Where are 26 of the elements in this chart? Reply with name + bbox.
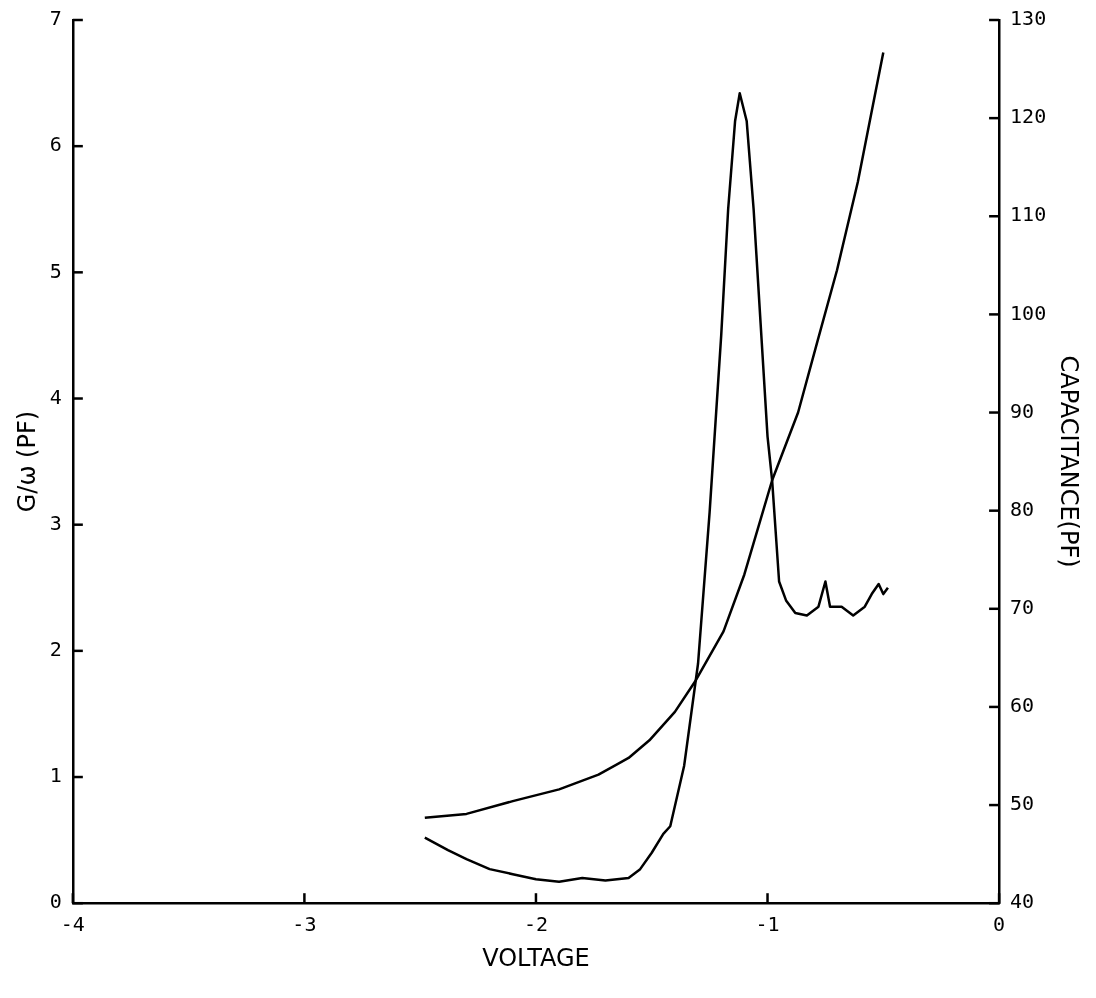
x-axis-title: VOLTAGE bbox=[482, 943, 590, 972]
y-tick-label: 4 bbox=[49, 384, 62, 409]
y-tick-label: 0 bbox=[49, 889, 62, 914]
x-tick-label: 0 bbox=[993, 912, 1006, 937]
x-tick-label: -4 bbox=[60, 912, 85, 937]
x-tick-label: -2 bbox=[523, 912, 549, 937]
y2-tick-label: 90 bbox=[1010, 398, 1035, 423]
y-tick-label: 1 bbox=[49, 763, 62, 788]
y-tick-label: 6 bbox=[49, 132, 62, 157]
y2-tick-label: 40 bbox=[1010, 889, 1035, 914]
y-tick-label: 5 bbox=[49, 258, 62, 283]
y2-tick-label: 110 bbox=[1010, 202, 1047, 227]
y2-tick-label: 80 bbox=[1010, 496, 1035, 521]
x-tick-label: -3 bbox=[292, 912, 317, 937]
x-tick-label: -1 bbox=[755, 912, 780, 937]
y2-tick-label: 130 bbox=[1010, 6, 1047, 31]
y2-tick-label: 100 bbox=[1010, 300, 1047, 325]
y-tick-label: 3 bbox=[49, 510, 62, 535]
y-tick-label: 7 bbox=[49, 6, 62, 31]
y-axis-title: G/ω (PF) bbox=[12, 410, 41, 513]
y2-tick-label: 60 bbox=[1010, 693, 1035, 718]
y2-axis-title: CAPACITANCE(PF) bbox=[1055, 355, 1084, 568]
y2-tick-label: 70 bbox=[1010, 595, 1035, 619]
y2-tick-label: 50 bbox=[1010, 791, 1035, 816]
y-tick-label: 2 bbox=[49, 637, 62, 662]
y2-tick-label: 120 bbox=[1010, 104, 1047, 129]
